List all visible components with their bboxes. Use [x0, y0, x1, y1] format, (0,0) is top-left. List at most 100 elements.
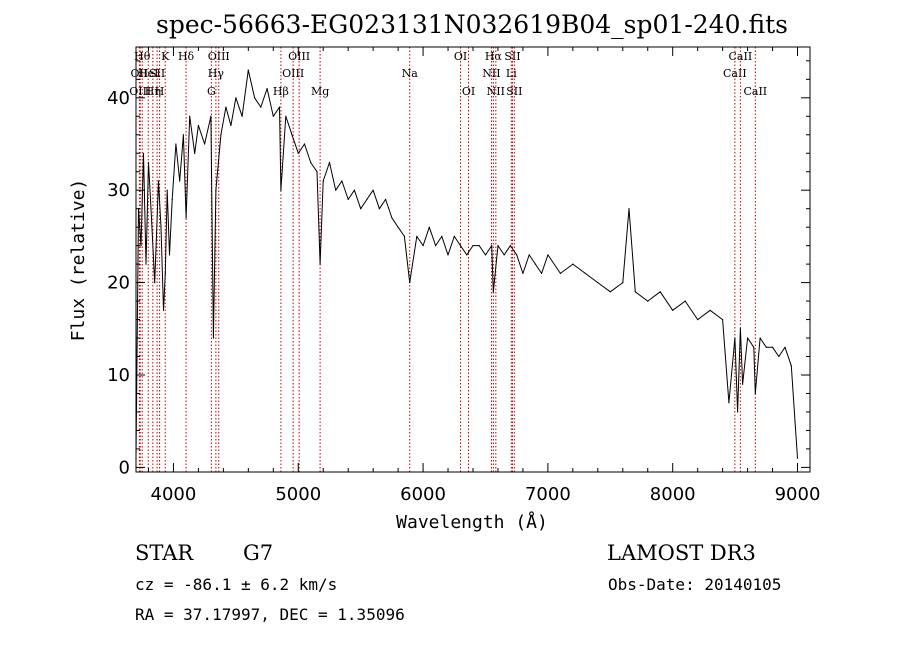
data-point-92: [659, 291, 661, 293]
object-class: STAR: [135, 541, 194, 565]
data-point-81: [541, 272, 543, 274]
data-point-56: [391, 217, 393, 219]
data-point-24: [212, 337, 214, 339]
marker-label-22: Li: [506, 67, 517, 80]
data-point-30: [241, 115, 243, 117]
data-point-37: [280, 189, 282, 191]
data-point-33: [260, 106, 262, 108]
observation-date: Obs-Date: 20140105: [608, 575, 781, 594]
data-point-41: [303, 143, 306, 145]
data-point-80: [534, 263, 537, 265]
data-point-65: [447, 254, 449, 256]
marker-label-5: SII: [149, 67, 165, 80]
data-point-96: [709, 309, 711, 311]
data-point-36: [278, 106, 281, 108]
data-point-49: [347, 198, 349, 200]
data-point-27: [225, 106, 227, 108]
data-point-47: [335, 189, 337, 191]
data-point-17: [182, 134, 184, 136]
data-point-82: [547, 254, 549, 256]
data-point-29: [235, 97, 237, 99]
data-point-50: [353, 189, 355, 191]
x-tick-label-2: 6000: [400, 484, 446, 505]
marker-label-6: H: [155, 85, 165, 98]
data-point-63: [435, 245, 437, 247]
data-point-60: [416, 235, 418, 237]
data-point-48: [341, 180, 343, 182]
marker-label-2: Hθ: [134, 50, 151, 63]
data-point-91: [647, 300, 649, 302]
data-point-45: [322, 180, 324, 182]
data-point-23: [210, 115, 212, 117]
data-point-79: [528, 254, 530, 256]
redshift-info: cz = -86.1 ± 6.2 km/s: [135, 575, 337, 594]
marker-label-27: CaII: [743, 85, 767, 98]
data-point-8: [157, 180, 160, 182]
data-point-84: [572, 263, 574, 265]
data-point-93: [672, 309, 674, 311]
data-point-31: [247, 69, 249, 71]
marker-label-11: OIII: [208, 50, 230, 63]
data-point-110: [784, 346, 786, 348]
data-point-67: [459, 245, 462, 247]
data-point-53: [372, 189, 374, 191]
data-point-35: [272, 115, 274, 117]
y-tick-label-1: 10: [107, 365, 130, 386]
marker-label-26: CaII: [729, 50, 753, 63]
data-point-32: [254, 97, 256, 99]
marker-label-4: Hη: [145, 85, 161, 98]
marker-label-12: Hβ: [273, 85, 289, 98]
data-point-97: [722, 319, 724, 321]
data-point-10: [162, 309, 165, 311]
marker-label-10: Hγ: [208, 67, 225, 80]
data-point-69: [472, 245, 474, 247]
data-point-7: [154, 282, 156, 284]
marker-label-18: OI: [462, 85, 475, 98]
marker-label-23: SII: [504, 50, 520, 63]
y-tick-label-2: 20: [107, 273, 130, 294]
data-point-66: [453, 235, 455, 237]
data-point-108: [772, 346, 774, 348]
data-point-89: [628, 208, 630, 210]
marker-label-13: OIII: [282, 67, 304, 80]
data-point-21: [197, 124, 199, 127]
data-point-64: [441, 235, 443, 237]
x-tick-label-1: 5000: [275, 484, 321, 505]
y-tick-label-0: 0: [119, 457, 130, 478]
data-point-22: [204, 143, 206, 145]
marker-label-20: Hα: [485, 50, 503, 63]
marker-label-17: OI: [454, 50, 467, 63]
data-point-25: [215, 189, 217, 191]
data-point-68: [466, 254, 468, 256]
marker-label-25: CaII: [723, 67, 747, 80]
data-point-19: [189, 115, 191, 117]
data-point-46: [328, 161, 331, 164]
data-point-54: [378, 208, 380, 210]
data-point-88: [622, 282, 624, 284]
data-point-40: [297, 152, 299, 154]
data-point-94: [684, 300, 686, 302]
data-point-83: [559, 272, 562, 274]
data-point-28: [230, 124, 232, 127]
data-point-16: [179, 180, 181, 182]
data-point-44: [319, 263, 321, 265]
data-point-85: [584, 272, 586, 274]
data-point-59: [409, 282, 411, 284]
data-point-14: [171, 198, 173, 200]
data-point-103: [747, 337, 749, 339]
data-point-78: [522, 272, 524, 274]
marker-label-15: Mg: [311, 85, 329, 98]
data-point-106: [759, 337, 761, 339]
data-point-70: [478, 245, 480, 247]
data-point-18: [185, 217, 187, 219]
data-point-87: [609, 291, 611, 293]
marker-label-16: Na: [402, 67, 419, 80]
x-tick-label-4: 8000: [650, 484, 696, 505]
data-point-62: [428, 226, 430, 228]
x-axis: 4000 5000 6000 7000 8000 9000: [147, 47, 820, 505]
plot-frame: [135, 46, 811, 473]
marker-label-24: SII: [506, 85, 522, 98]
data-point-73: [492, 291, 494, 293]
data-point-15: [175, 143, 177, 145]
data-point-2: [140, 245, 142, 247]
